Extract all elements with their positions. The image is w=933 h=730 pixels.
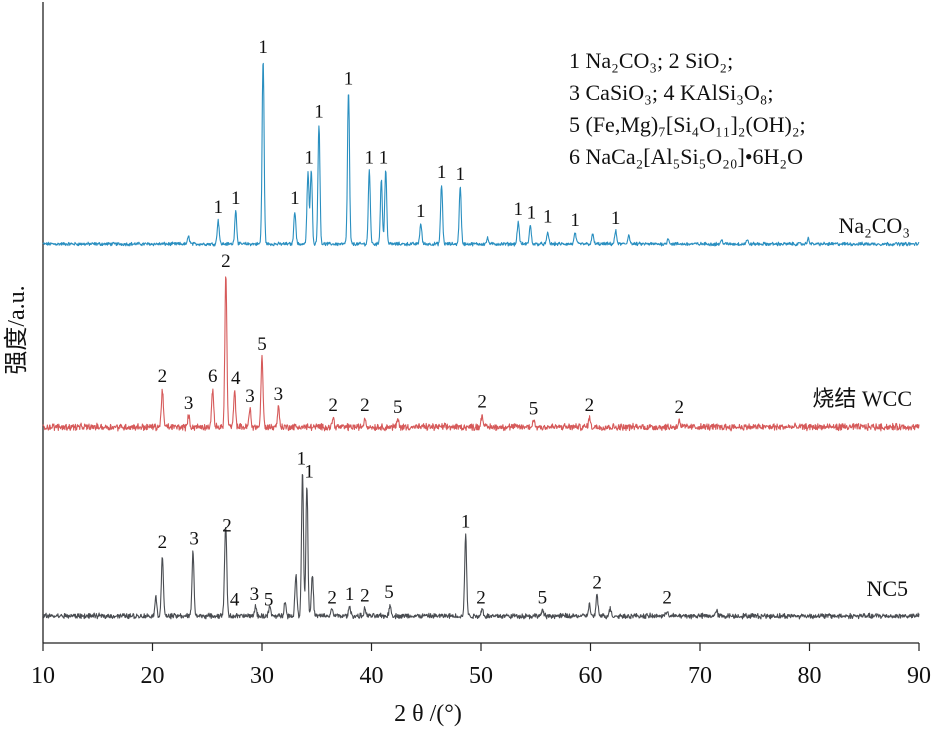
peak-label: 3 — [189, 528, 199, 549]
peak-label: 3 — [184, 393, 194, 414]
peak-label: 2 — [158, 366, 168, 387]
peak-label: 2 — [477, 391, 487, 412]
peak-label: 1 — [297, 449, 307, 470]
x-tick-label: 60 — [579, 663, 603, 689]
peak-label: 1 — [365, 147, 375, 168]
peak-label: 3 — [274, 384, 284, 405]
x-tick-label: 20 — [141, 663, 165, 689]
x-tick-label: 40 — [360, 663, 384, 689]
x-tick-label: 70 — [688, 663, 712, 689]
peak-label: 6 — [208, 366, 218, 387]
peak-label: 1 — [513, 199, 523, 220]
peak-label: 1 — [570, 210, 580, 231]
plot-frame — [42, 2, 919, 644]
legend-line-4: 6 NaCa₂[Al₅Si₅O₂₀]•6H₂O — [569, 144, 803, 169]
x-tick-label: 90 — [907, 663, 931, 689]
peak-label: 2 — [360, 586, 370, 607]
series-name-2: 烧结 WCC — [812, 386, 912, 411]
x-tick-label: 80 — [798, 663, 822, 689]
peak-label: 1 — [455, 164, 465, 185]
peak-label: 5 — [393, 397, 403, 418]
peak-label: 5 — [257, 334, 267, 355]
peak-label: 1 — [231, 188, 241, 209]
peak-label: 1 — [304, 462, 314, 483]
peak-label: 2 — [476, 587, 486, 608]
legend-line-1: 1 Na₂CO₃; 2 SiO₂; — [569, 48, 733, 73]
peak-label: 3 — [250, 584, 260, 605]
peak-label: 1 — [258, 37, 268, 58]
peak-label: 1 — [611, 208, 621, 229]
peak-label: 2 — [592, 573, 602, 594]
series-name-3: NC5 — [866, 576, 908, 601]
peak-label: 1 — [416, 201, 426, 222]
peak-label: 1 — [461, 512, 471, 533]
peak-label: 1 — [213, 197, 223, 218]
peak-label: 1 — [437, 162, 447, 183]
series-name-1: Na₂CO₃ — [838, 213, 910, 238]
peak-label: 1 — [543, 206, 553, 227]
peak-label: 2 — [328, 395, 338, 416]
legend-line-3: 5 (Fe,Mg)₇[Si₄O₁₁]₂(OH)₂; — [569, 112, 806, 137]
peak-label: 2 — [662, 587, 672, 608]
x-axis-title: 2 θ /(°) — [394, 701, 462, 727]
peak-label: 4 — [231, 368, 241, 389]
x-tick-label: 30 — [250, 663, 274, 689]
peak-label: 2 — [222, 515, 232, 536]
peak-label: 2 — [585, 395, 595, 416]
peak-label: 2 — [327, 587, 337, 608]
series-layer — [42, 62, 920, 620]
series-name-layer: Na₂CO₃ 烧结 WCC NC5 — [812, 213, 912, 601]
peak-label: 1 — [314, 101, 324, 122]
x-tick-label: 10 — [31, 663, 55, 689]
peak-label: 2 — [360, 395, 370, 416]
peak-label: 1 — [527, 203, 537, 224]
peak-label: 3 — [245, 386, 255, 407]
legend-line-2: 3 CaSiO₃; 4 KAlSi₃O₈; — [569, 80, 774, 105]
peak-label: 5 — [264, 589, 274, 610]
series-line-3 — [42, 473, 920, 620]
peak-label: 5 — [384, 582, 394, 603]
series-line-1 — [42, 62, 920, 247]
phase-legend: 1 Na₂CO₃; 2 SiO₂; 3 CaSiO₃; 4 KAlSi₃O₈; 5 … — [569, 48, 806, 169]
peak-label: 2 — [221, 251, 231, 272]
peak-label: 1 — [304, 147, 314, 168]
peak-label: 1 — [345, 584, 355, 605]
peak-label: 2 — [674, 397, 684, 418]
peak-label: 1 — [379, 147, 389, 168]
peak-label: 1 — [290, 188, 300, 209]
x-tick-label: 50 — [469, 663, 493, 689]
series-line-2 — [42, 276, 920, 432]
peak-label: 5 — [538, 587, 548, 608]
peak-label: 2 — [158, 532, 168, 553]
peak-label: 1 — [344, 68, 354, 89]
x-axis-ticks: 10 20 30 40 50 60 70 80 90 — [31, 643, 931, 689]
peak-label: 4 — [230, 589, 240, 610]
peak-label: 5 — [529, 399, 539, 420]
y-axis-title: 强度/a.u. — [3, 285, 30, 374]
